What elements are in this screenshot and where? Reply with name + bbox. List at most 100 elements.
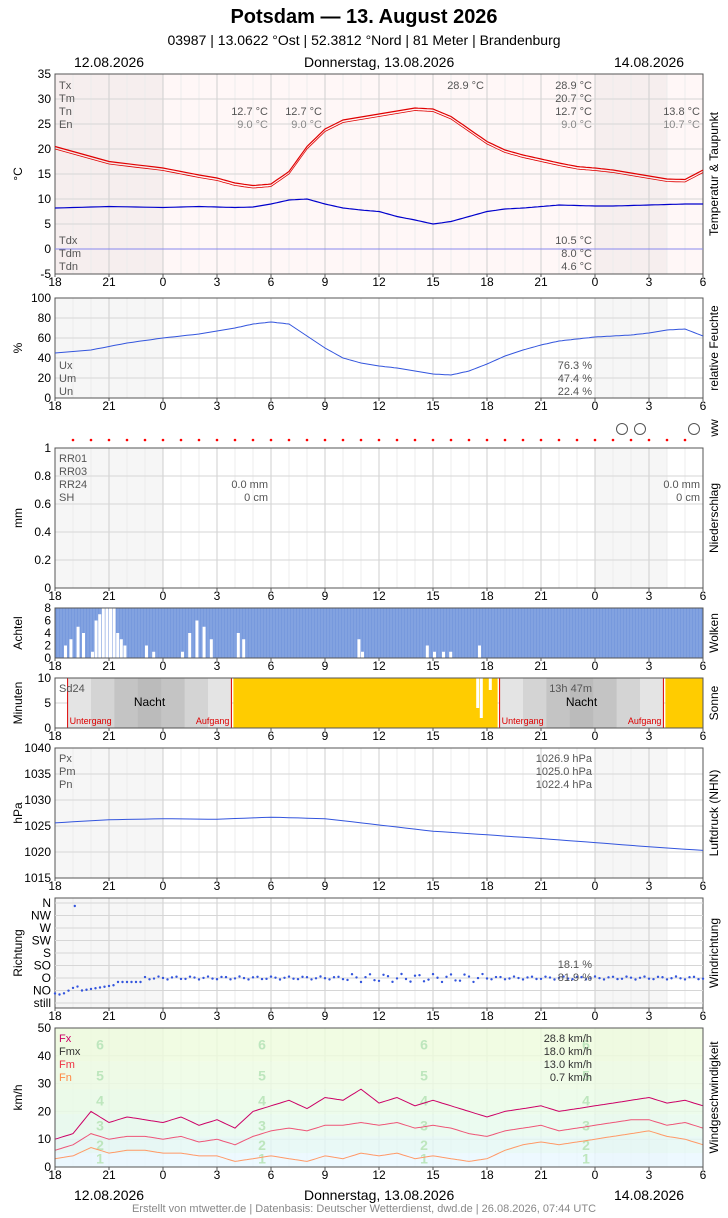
wdir-xtick-label: 0 xyxy=(592,1009,599,1023)
wdir-point xyxy=(427,978,430,981)
temp-day1-tn: 12.7 °C xyxy=(231,106,268,118)
wdir-point xyxy=(292,977,295,980)
wdir-point xyxy=(571,978,574,981)
clouds-clear-bar xyxy=(116,633,120,658)
temp-xtick-label: 21 xyxy=(102,275,116,289)
wspd-series-Fn xyxy=(54,1130,704,1162)
ww-dot xyxy=(287,438,291,442)
sun-xtick-label: 0 xyxy=(592,729,599,743)
precip-day1-sh: 0 cm xyxy=(244,492,268,504)
wdir-point xyxy=(220,975,223,979)
clouds-clear-bar xyxy=(195,620,199,658)
clouds-clear-bar xyxy=(101,608,105,658)
clouds-clear-bar xyxy=(98,614,102,658)
clouds-clear-bar xyxy=(357,639,361,658)
ww-dot xyxy=(431,438,435,442)
clouds-clear-bar xyxy=(91,651,94,658)
hum-xtick-label: 6 xyxy=(268,399,275,413)
press-ytick-label: 1040 xyxy=(24,741,51,755)
press-xtick-label: 0 xyxy=(592,879,599,893)
ww-symbol-clear xyxy=(616,423,628,435)
wdir-xtick-label: 3 xyxy=(646,1009,653,1023)
sun-day-fill-next xyxy=(665,678,703,728)
press-xtick-label: 3 xyxy=(646,879,653,893)
sun-night-shade xyxy=(67,678,92,728)
clouds-ytick-label: 0 xyxy=(44,651,51,665)
press-stat: 1026.9 hPa xyxy=(536,753,593,765)
temp-side-label: Temperatur & Taupunkt xyxy=(707,111,721,236)
press-stat: 1025.0 hPa xyxy=(536,766,593,778)
hum-legend-Un: Un xyxy=(59,386,73,398)
wdir-ytick-label: SW xyxy=(32,934,52,948)
clouds-clear-bar xyxy=(242,639,246,658)
precip-ytick-label: 0.8 xyxy=(34,469,51,483)
clouds-clear-bar xyxy=(152,651,156,658)
wspd-beaufort-label: 3 xyxy=(420,1117,428,1133)
wdir-point xyxy=(116,980,120,984)
precip-ytick-label: 0.6 xyxy=(34,497,51,511)
hum-stat: 76.3 % xyxy=(558,360,592,372)
temp-legend-Tdn: Tdn xyxy=(59,261,78,273)
wspd-beaufort-label: 6 xyxy=(258,1037,266,1053)
wspd-beaufort-label: 1 xyxy=(582,1151,590,1167)
wspd-beaufort-band xyxy=(55,1028,703,1062)
sun-xtick-label: 12 xyxy=(372,729,386,743)
clouds-ytick-label: 6 xyxy=(44,614,51,628)
clouds-clear-bar xyxy=(433,651,436,658)
wdir-point xyxy=(373,978,376,982)
press-xtick-label: 6 xyxy=(700,879,707,893)
hum-ytick-label: 100 xyxy=(31,291,51,305)
hum-ytick-label: 60 xyxy=(38,331,52,345)
precip-ytick-label: 0.4 xyxy=(34,525,51,539)
press-side-label: Luftdruck (NHN) xyxy=(707,770,721,857)
wdir-point xyxy=(665,978,669,981)
clouds-clear-bar xyxy=(64,645,67,658)
sun-xtick-label: 3 xyxy=(214,729,221,743)
press-ytick-label: 1030 xyxy=(24,793,51,807)
sun-ytick-label: 10 xyxy=(38,671,52,685)
temp-xtick-label: 6 xyxy=(268,275,275,289)
ww-dot xyxy=(593,438,597,442)
precip-ytick-label: 1 xyxy=(44,441,51,455)
wdir-point xyxy=(238,975,241,978)
precip-xtick-label: 18 xyxy=(48,589,62,603)
sun-night-shade xyxy=(114,678,139,728)
wspd-beaufort-label: 4 xyxy=(582,1092,590,1108)
wdir-xtick-label: 15 xyxy=(426,1009,440,1023)
wdir-point xyxy=(544,975,547,978)
wdir-point xyxy=(449,973,453,976)
sun-xtick-label: 6 xyxy=(268,729,275,743)
ww-dot xyxy=(161,438,165,442)
wdir-point xyxy=(391,980,394,984)
precip-day3-sh: 0 cm xyxy=(676,492,700,504)
wdir-ytick-label: O xyxy=(42,971,51,985)
wdir-point xyxy=(467,975,471,978)
clouds-clear-bar xyxy=(449,651,453,658)
wdir-point xyxy=(337,975,340,979)
wdir-point xyxy=(566,977,570,980)
wdir-point xyxy=(476,976,480,980)
temp-day2-tn: 12.7 °C xyxy=(285,106,322,118)
clouds-xtick-label: 21 xyxy=(534,659,548,673)
wdir-point xyxy=(323,977,327,980)
wdir-point xyxy=(620,977,624,981)
temp-ytick-label: 35 xyxy=(38,67,52,81)
press-ytick-label: 1020 xyxy=(24,845,51,859)
press-xtick-label: 0 xyxy=(160,879,167,893)
dewpoint-stat: 10.5 °C xyxy=(555,235,592,247)
wdir-stat-2: 81.9 % xyxy=(558,972,592,984)
temp-day2-en: 9.0 °C xyxy=(291,119,322,131)
clouds-clear-bar xyxy=(105,608,109,658)
wdir-point xyxy=(413,974,417,977)
wdir-point xyxy=(395,977,399,980)
wdir-point xyxy=(197,978,201,981)
clouds-cover-fill xyxy=(55,608,703,658)
wdir-point xyxy=(652,977,655,981)
wspd-beaufort-band xyxy=(55,1061,703,1090)
wdir-point xyxy=(355,976,358,979)
wspd-beaufort-label: 1 xyxy=(420,1151,428,1167)
date-bar-top: 12.08.2026 Donnerstag, 13.08.2026 14.08.… xyxy=(0,54,728,72)
wdir-point xyxy=(143,975,147,979)
wspd-beaufort-band xyxy=(55,1153,703,1167)
ww-dot xyxy=(467,438,471,442)
